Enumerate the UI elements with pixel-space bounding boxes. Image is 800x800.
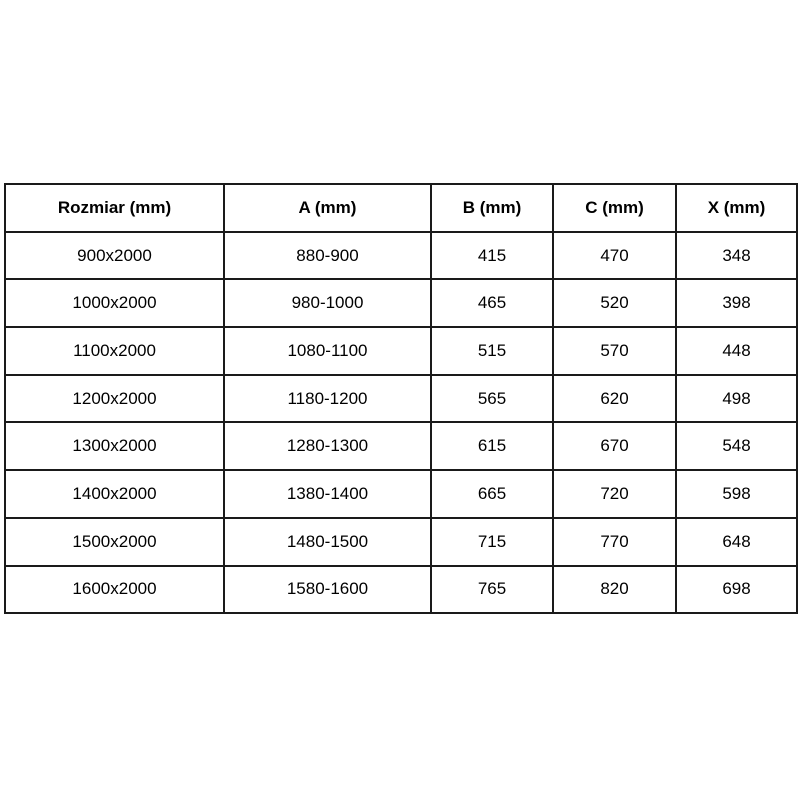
cell-a: 980-1000: [223, 278, 432, 329]
cell-x: 598: [675, 469, 798, 519]
cell-a: 1080-1100: [223, 326, 432, 376]
cell-c: 570: [552, 326, 677, 376]
cell-x: 648: [675, 516, 798, 567]
cell-c: 620: [552, 373, 677, 424]
column-header-rozmiar: Rozmiar (mm): [4, 183, 225, 233]
cell-c: 770: [552, 516, 677, 567]
cell-a: 1380-1400: [223, 469, 432, 519]
cell-rozmiar: 1100x2000: [4, 326, 225, 376]
table-row: 1300x2000 1280-1300 615 670 548: [4, 421, 798, 472]
table-row: 1400x2000 1380-1400 665 720 598: [4, 469, 798, 519]
table-row: 1000x2000 980-1000 465 520 398: [4, 278, 798, 329]
cell-b: 415: [430, 230, 554, 281]
cell-x: 398: [675, 278, 798, 329]
cell-rozmiar: 1000x2000: [4, 278, 225, 329]
cell-x: 698: [675, 564, 798, 615]
table-row: 1100x2000 1080-1100 515 570 448: [4, 326, 798, 376]
cell-b: 665: [430, 469, 554, 519]
cell-b: 465: [430, 278, 554, 329]
cell-b: 565: [430, 373, 554, 424]
cell-c: 720: [552, 469, 677, 519]
cell-rozmiar: 1600x2000: [4, 564, 225, 615]
cell-rozmiar: 1300x2000: [4, 421, 225, 472]
cell-a: 1180-1200: [223, 373, 432, 424]
cell-rozmiar: 900x2000: [4, 230, 225, 281]
header-row: Rozmiar (mm) A (mm) B (mm) C (mm) X (mm): [4, 183, 798, 233]
cell-c: 820: [552, 564, 677, 615]
column-header-x: X (mm): [675, 183, 798, 233]
cell-b: 615: [430, 421, 554, 472]
table-row: 1500x2000 1480-1500 715 770 648: [4, 516, 798, 567]
cell-x: 448: [675, 326, 798, 376]
cell-a: 1480-1500: [223, 516, 432, 567]
table-row: 900x2000 880-900 415 470 348: [4, 230, 798, 281]
column-header-b: B (mm): [430, 183, 554, 233]
table-row: 1200x2000 1180-1200 565 620 498: [4, 373, 798, 424]
cell-x: 548: [675, 421, 798, 472]
cell-b: 515: [430, 326, 554, 376]
cell-a: 1580-1600: [223, 564, 432, 615]
size-spec-table: Rozmiar (mm) A (mm) B (mm) C (mm) X (mm)…: [4, 183, 798, 615]
column-header-a: A (mm): [223, 183, 432, 233]
cell-b: 765: [430, 564, 554, 615]
cell-x: 498: [675, 373, 798, 424]
cell-x: 348: [675, 230, 798, 281]
column-header-c: C (mm): [552, 183, 677, 233]
table-row: 1600x2000 1580-1600 765 820 698: [4, 564, 798, 615]
cell-rozmiar: 1500x2000: [4, 516, 225, 567]
cell-rozmiar: 1400x2000: [4, 469, 225, 519]
cell-b: 715: [430, 516, 554, 567]
cell-a: 1280-1300: [223, 421, 432, 472]
cell-a: 880-900: [223, 230, 432, 281]
cell-c: 520: [552, 278, 677, 329]
cell-c: 470: [552, 230, 677, 281]
cell-c: 670: [552, 421, 677, 472]
cell-rozmiar: 1200x2000: [4, 373, 225, 424]
